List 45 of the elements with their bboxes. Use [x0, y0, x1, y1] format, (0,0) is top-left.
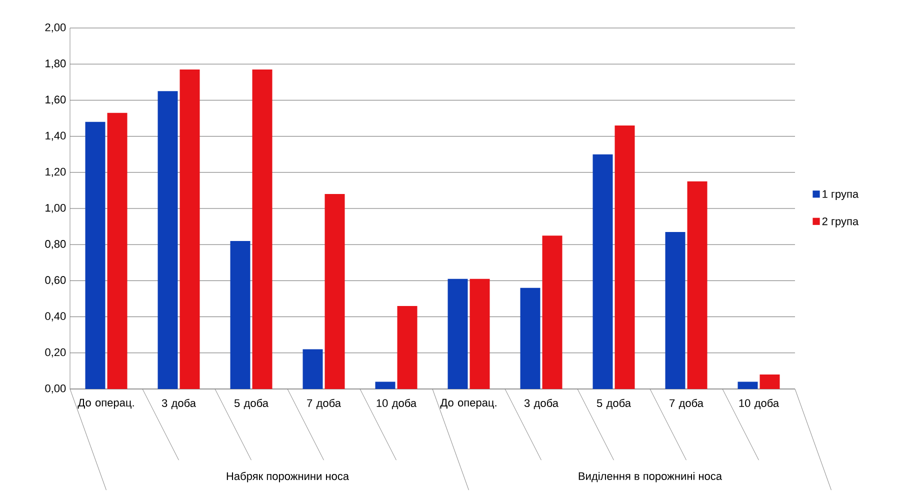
bar — [158, 91, 178, 389]
x-tick-label: До операц. — [78, 398, 134, 409]
bar — [470, 278, 490, 389]
bar — [738, 382, 758, 389]
y-tick-label: 1,00 — [46, 204, 66, 214]
y-tick-label: 0,60 — [45, 276, 66, 286]
legend-label: 1 група — [822, 190, 859, 200]
bar — [760, 374, 780, 389]
x-tick-label: 3 доба — [162, 398, 196, 410]
y-tick-label: 1,20 — [46, 168, 66, 177]
bar — [448, 278, 468, 389]
y-tick-label: 1,80 — [46, 60, 66, 69]
bar — [665, 232, 686, 389]
x-tick-label: До операц. — [440, 398, 496, 409]
bar — [180, 70, 200, 389]
x-tick-label: 7 доба — [670, 398, 704, 410]
y-tick-label: 1,40 — [46, 132, 66, 141]
x-tick-label: 5 доба — [596, 398, 631, 410]
y-tick-label: 1,60 — [46, 96, 66, 105]
bar — [230, 240, 250, 389]
x-tick-label: 10 доба — [739, 398, 780, 410]
y-tick-label: 0,00 — [45, 384, 66, 394]
x-tick-label: 3 доба — [524, 398, 558, 410]
text: Набряк порожнини носа — [226, 472, 350, 482]
bar — [687, 181, 708, 389]
y-tick-label: 2,00 — [45, 23, 66, 33]
bar — [592, 154, 613, 389]
x-tick-label: 10 доба — [376, 398, 417, 410]
y-tick-label: 0,20 — [45, 348, 66, 358]
bar — [252, 70, 272, 389]
legend-label: 2 група — [822, 217, 859, 228]
x-tick-label: 7 доба — [307, 398, 341, 410]
bar — [542, 236, 562, 389]
bar — [614, 125, 635, 389]
bar — [85, 122, 106, 389]
bar — [324, 194, 345, 389]
y-tick-label: 0,40 — [45, 312, 66, 322]
bar — [397, 306, 418, 389]
text: Виділення в порожнині носа — [578, 472, 722, 482]
bar — [520, 288, 540, 389]
y-tick-label: 0,80 — [45, 240, 66, 250]
bar — [302, 349, 323, 389]
bar — [375, 382, 396, 389]
x-tick-label: 5 доба — [234, 398, 268, 410]
bar — [107, 112, 128, 389]
